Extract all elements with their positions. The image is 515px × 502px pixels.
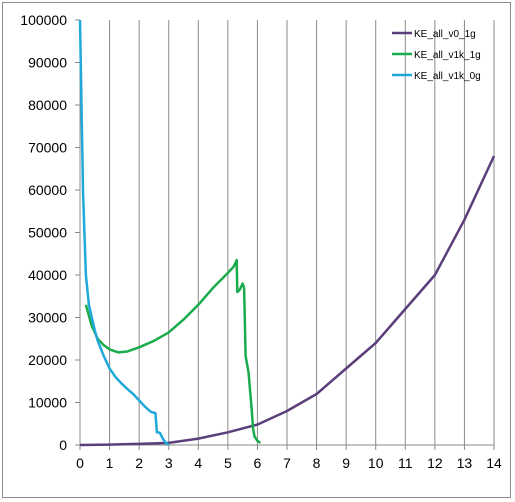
x-tick-label-1: 1 (106, 455, 114, 471)
x-tick-label-13: 13 (457, 455, 473, 471)
x-tick-label-0: 0 (76, 455, 84, 471)
y-tick-label-50000: 50000 (28, 225, 67, 241)
y-tick-label-90000: 90000 (28, 55, 67, 71)
x-tick-label-11: 11 (398, 455, 413, 471)
x-tick-label-7: 7 (283, 455, 291, 471)
y-tick-label-20000: 20000 (28, 352, 67, 368)
x-tick-label-9: 9 (342, 455, 350, 471)
legend-label-2: KE_all_v1k_1g (414, 50, 481, 61)
x-tick-label-8: 8 (313, 455, 321, 471)
y-tick-label-60000: 60000 (28, 182, 67, 198)
legend-label-3: KE_all_v1k_0g (414, 71, 481, 82)
x-tick-label-2: 2 (135, 455, 143, 471)
y-tick-label-0: 0 (59, 437, 67, 453)
x-tick-label-12: 12 (427, 455, 443, 471)
y-tick-label-100000: 100000 (20, 12, 67, 28)
x-tick-label-14: 14 (486, 455, 502, 471)
y-tick-label-70000: 70000 (28, 140, 67, 156)
x-tick-label-6: 6 (254, 455, 262, 471)
y-tick-label-30000: 30000 (28, 310, 67, 326)
chart-frame (2, 2, 511, 498)
series-line-1 (79, 155, 496, 447)
x-tick-label-4: 4 (194, 455, 202, 471)
x-tick-label-5: 5 (224, 455, 232, 471)
legend-label-1: KE_all_v0_1g (414, 29, 476, 40)
series-line-3 (78, 19, 170, 447)
x-tick-label-3: 3 (165, 455, 173, 471)
y-tick-label-10000: 10000 (28, 395, 67, 411)
x-tick-label-10: 10 (368, 455, 384, 471)
y-tick-label-40000: 40000 (28, 267, 67, 283)
y-tick-label-80000: 80000 (28, 97, 67, 113)
series-line-2 (84, 258, 262, 444)
